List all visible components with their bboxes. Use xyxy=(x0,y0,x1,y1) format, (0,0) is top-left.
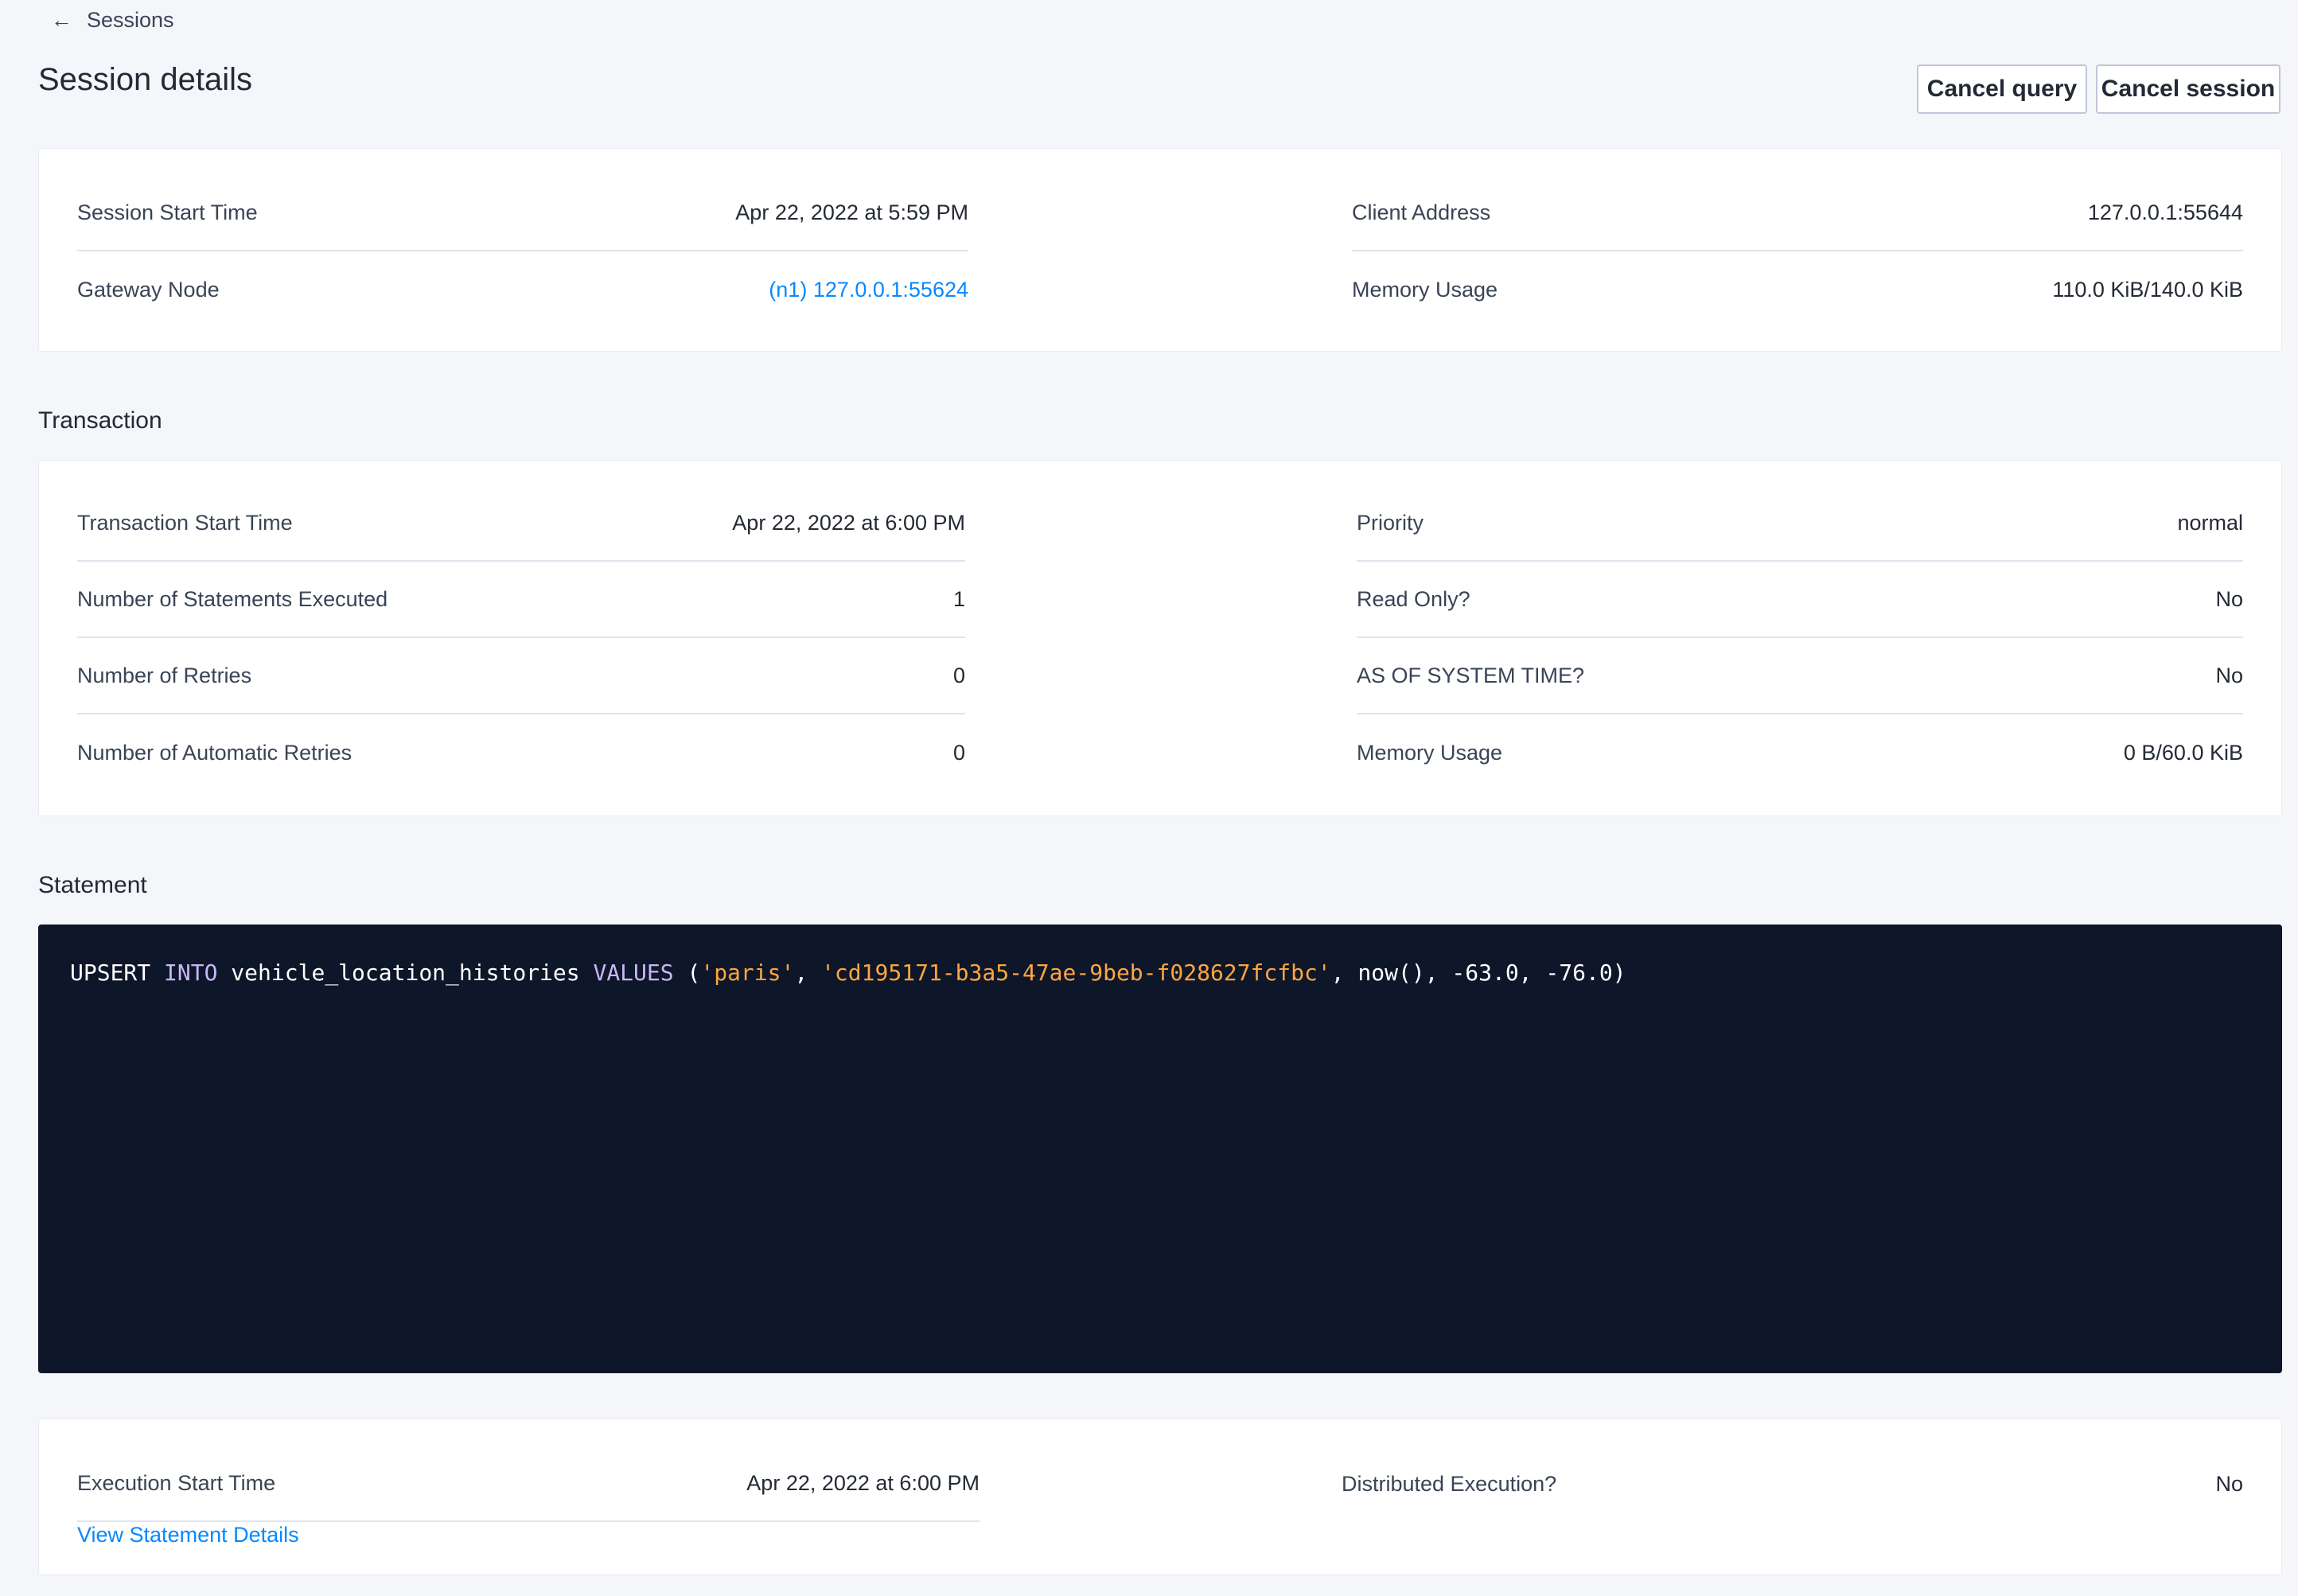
code-keyword: INTO xyxy=(164,960,218,986)
distributed-execution-row: Distributed Execution? No xyxy=(1342,1446,2243,1522)
label: Number of Statements Executed xyxy=(77,586,388,611)
cancel-query-button[interactable]: Cancel query xyxy=(1917,64,2087,114)
gateway-node-row: Gateway Node (n1) 127.0.0.1:55624 xyxy=(77,251,968,328)
code-token: UPSERT xyxy=(70,960,165,986)
session-card: Session Start Time Apr 22, 2022 at 5:59 P… xyxy=(38,148,2282,352)
txn-row: Number of Automatic Retries 0 xyxy=(77,714,965,791)
label: Memory Usage xyxy=(1357,740,1503,765)
label: Priority xyxy=(1357,510,1424,535)
txn-row: Priority normal xyxy=(1357,485,2243,562)
gateway-node-link[interactable]: (n1) 127.0.0.1:55624 xyxy=(769,277,968,302)
page-title: Session details xyxy=(38,62,253,97)
label: Memory Usage xyxy=(1352,277,1498,302)
label: Execution Start Time xyxy=(77,1470,276,1495)
value: 0 B/60.0 KiB xyxy=(2123,740,2243,765)
value: No xyxy=(2215,663,2243,687)
back-to-sessions-link[interactable]: ← Sessions xyxy=(51,8,174,33)
value: 0 xyxy=(952,663,965,687)
label: Number of Retries xyxy=(77,663,252,687)
value: 0 xyxy=(952,740,965,765)
code-token: , now(), -63.0, -76.0) xyxy=(1330,960,1626,986)
code-token: vehicle_location_histories xyxy=(217,960,594,986)
transaction-card: Transaction Start Time Apr 22, 2022 at 6:… xyxy=(38,460,2282,816)
value: 127.0.0.1:55644 xyxy=(2087,200,2243,224)
memory-usage-row: Memory Usage 110.0 KiB/140.0 KiB xyxy=(1352,251,2243,328)
value: normal xyxy=(2177,510,2243,535)
execution-start-row: Execution Start Time Apr 22, 2022 at 6:00… xyxy=(77,1446,980,1522)
txn-row: Memory Usage 0 B/60.0 KiB xyxy=(1357,714,2243,791)
value: No xyxy=(2215,1471,2243,1496)
code-keyword: VALUES xyxy=(593,960,674,986)
value: No xyxy=(2215,586,2243,611)
transaction-heading: Transaction xyxy=(38,407,162,434)
label: Number of Automatic Retries xyxy=(77,740,352,765)
statement-heading: Statement xyxy=(38,872,147,898)
label: Client Address xyxy=(1352,200,1491,224)
txn-row: Read Only? No xyxy=(1357,562,2243,638)
cancel-session-button[interactable]: Cancel session xyxy=(2096,64,2280,114)
back-label: Sessions xyxy=(87,8,174,32)
label: Distributed Execution? xyxy=(1342,1471,1557,1496)
view-statement-details-link[interactable]: View Statement Details xyxy=(77,1523,299,1547)
txn-row: Number of Retries 0 xyxy=(77,638,965,714)
client-address-row: Client Address 127.0.0.1:55644 xyxy=(1352,175,2243,251)
label: AS OF SYSTEM TIME? xyxy=(1357,663,1585,687)
arrow-left-icon: ← xyxy=(51,8,72,32)
label: Session Start Time xyxy=(77,200,258,224)
txn-row: AS OF SYSTEM TIME? No xyxy=(1357,638,2243,714)
session-start-row: Session Start Time Apr 22, 2022 at 5:59 P… xyxy=(77,175,968,251)
txn-row: Transaction Start Time Apr 22, 2022 at 6:… xyxy=(77,485,965,562)
code-string: 'cd195171-b3a5-47ae-9beb-f028627fcfbc' xyxy=(821,960,1331,986)
value: Apr 22, 2022 at 6:00 PM xyxy=(746,1470,980,1495)
value: 110.0 KiB/140.0 KiB xyxy=(2052,277,2243,302)
txn-row: Number of Statements Executed 1 xyxy=(77,562,965,638)
execution-card: Execution Start Time Apr 22, 2022 at 6:00… xyxy=(38,1419,2282,1575)
label: Read Only? xyxy=(1357,586,1470,611)
value: Apr 22, 2022 at 5:59 PM xyxy=(735,200,968,224)
statement-code-block: UPSERT INTO vehicle_location_histories V… xyxy=(38,925,2282,1373)
value: 1 xyxy=(952,586,965,611)
label: Gateway Node xyxy=(77,277,220,302)
value: Apr 22, 2022 at 6:00 PM xyxy=(732,510,965,535)
code-token: ( xyxy=(673,960,701,986)
code-string: 'paris' xyxy=(700,960,795,986)
label: Transaction Start Time xyxy=(77,510,293,535)
code-token: , xyxy=(794,960,822,986)
